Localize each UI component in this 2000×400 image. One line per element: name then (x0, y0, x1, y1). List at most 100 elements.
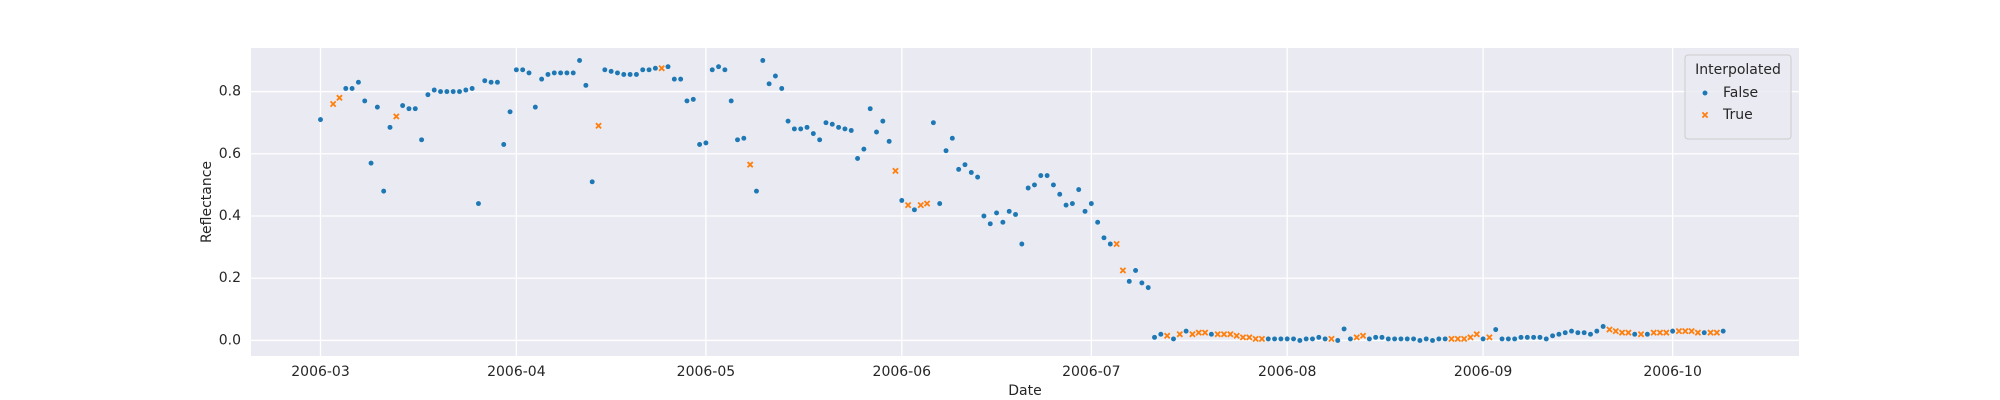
scatter-point (1138, 279, 1145, 286)
scatter-point (1145, 284, 1152, 291)
scatter-point (1372, 334, 1379, 341)
scatter-point (873, 129, 880, 135)
scatter-point (848, 127, 855, 134)
scatter-point (1233, 332, 1240, 340)
scatter-point (329, 100, 337, 108)
scatter-point (943, 147, 949, 154)
scatter-point (904, 201, 912, 209)
scatter-point (437, 88, 444, 95)
scatter-point (1530, 334, 1537, 341)
scatter-point (1486, 334, 1493, 341)
scatter-point (1429, 337, 1436, 344)
scatter-point (1347, 335, 1354, 342)
scatter-point (494, 79, 501, 86)
scatter-point (317, 116, 324, 123)
scatter-point (1720, 328, 1727, 335)
scatter-point (601, 66, 608, 73)
scatter-point (393, 113, 400, 120)
scatter-point (1435, 335, 1442, 342)
scatter-point (1214, 330, 1221, 338)
scatter-point (1119, 267, 1127, 274)
scatter-point (949, 135, 956, 142)
scatter-point (1271, 335, 1278, 342)
scatter-point (766, 80, 773, 87)
scatter-point (1460, 335, 1468, 343)
scatter-point (412, 105, 419, 112)
scatter-point (639, 66, 646, 73)
scatter-point (652, 65, 659, 72)
scatter-point (462, 87, 469, 93)
scatter-point (355, 79, 362, 86)
scatter-point (1006, 208, 1013, 215)
scatter-point (1701, 329, 1708, 336)
legend-label: True (1722, 107, 1753, 123)
scatter-point (1448, 335, 1455, 343)
scatter-point (646, 66, 652, 73)
scatter-point (1315, 334, 1322, 341)
scatter-point (1246, 334, 1253, 341)
scatter-point (1713, 329, 1721, 336)
scatter-point (1353, 334, 1360, 341)
scatter-point (1341, 326, 1347, 332)
scatter-point (538, 76, 545, 83)
scatter-point (1524, 334, 1531, 341)
scatter-point (690, 96, 697, 103)
scatter-point (968, 169, 975, 176)
scatter-point (778, 85, 785, 92)
scatter-point (823, 119, 829, 126)
scatter-point (1157, 331, 1164, 338)
scatter-point (898, 197, 905, 204)
scatter-point (1669, 328, 1676, 335)
scatter-point (1549, 332, 1556, 339)
scatter-point (406, 105, 412, 112)
scatter-point (860, 146, 867, 153)
scatter-point (500, 141, 507, 148)
scatter-point (1220, 330, 1228, 338)
scatter-point (1707, 329, 1714, 336)
scatter-point (1505, 335, 1512, 342)
scatter-point (488, 79, 494, 86)
scatter-point (1518, 334, 1524, 341)
scatter-point (1404, 335, 1411, 342)
scatter-point (1227, 330, 1234, 338)
scatter-point (1637, 330, 1645, 338)
scatter-point (582, 82, 589, 89)
scatter-point (361, 97, 368, 104)
scatter-point (1037, 172, 1044, 179)
scatter-point (842, 125, 848, 132)
y-tick-label: 0.2 (219, 270, 241, 286)
scatter-point (627, 71, 634, 78)
scatter-point (507, 108, 513, 115)
scatter-point (753, 188, 760, 195)
scatter-point (1359, 332, 1367, 340)
scatter-point (728, 97, 735, 104)
legend-title: Interpolated (1695, 62, 1781, 78)
scatter-point (469, 85, 476, 92)
scatter-point (620, 71, 627, 78)
x-tick-label: 2006-04 (487, 364, 546, 380)
scatter-point (1151, 334, 1158, 341)
scatter-point (1050, 181, 1057, 188)
scatter-point (387, 124, 393, 131)
scatter-point (475, 200, 482, 207)
scatter-point (1454, 335, 1462, 343)
scatter-point (677, 76, 684, 83)
scatter-point (936, 200, 943, 207)
scatter-point (835, 124, 842, 131)
scatter-point (1650, 329, 1657, 336)
scatter-point (1088, 200, 1095, 207)
scatter-point (886, 138, 893, 145)
x-tick-label: 2006-09 (1454, 364, 1513, 380)
y-axis-label: Reflectance (199, 161, 215, 243)
scatter-point (551, 69, 558, 76)
scatter-point (1416, 337, 1423, 344)
scatter-point (684, 97, 690, 104)
scatter-point (892, 167, 899, 175)
scatter-point (1682, 327, 1689, 335)
scatter-point (734, 136, 741, 143)
scatter-point (1600, 323, 1607, 330)
scatter-point (1379, 334, 1385, 341)
x-tick-label: 2006-06 (873, 364, 932, 380)
legend-label: False (1723, 85, 1758, 101)
scatter-point (671, 76, 678, 83)
